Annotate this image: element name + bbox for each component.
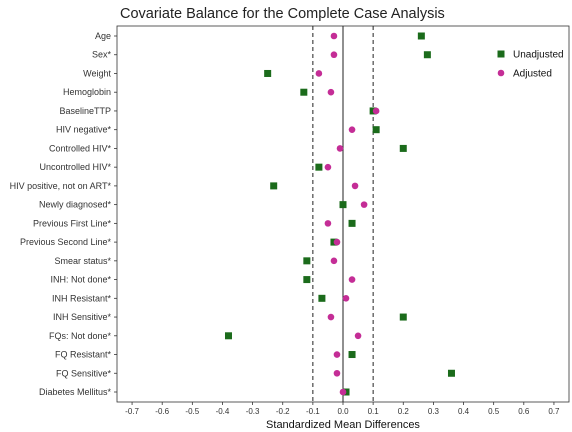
x-tick-label: -0.6 (155, 407, 169, 416)
legend: Unadjusted Adjusted (498, 50, 564, 80)
point-adjusted-fqs-not-done (355, 332, 362, 339)
y-label-sex: Sex* (92, 50, 112, 60)
y-label-hiv-negative: HIV negative* (56, 125, 112, 135)
point-adjusted-inh-sensitive (328, 314, 335, 321)
point-unadjusted-weight (264, 70, 271, 77)
x-tick-label: 0.7 (548, 407, 560, 416)
x-tick-label: -0.3 (246, 407, 260, 416)
y-label-newly-diagnosed: Newly diagnosed* (39, 200, 112, 210)
y-label-fq-sensitive: FQ Sensitive* (56, 368, 112, 378)
point-adjusted-fq-resistant (334, 351, 341, 358)
y-label-hemoglobin: Hemoglobin (63, 87, 111, 97)
point-adjusted-weight (316, 70, 323, 77)
x-axis-ticks: -0.7 -0.6 -0.5 -0.4 -0.3 -0.2 -0.1 0.0 0.1 0.2 0.3… (125, 402, 560, 416)
y-label-hiv-positive-not-on-art: HIV positive, not on ART* (10, 181, 112, 191)
point-adjusted-smear-status (331, 258, 338, 265)
x-tick-label: 0.2 (398, 407, 410, 416)
x-tick-label: -0.2 (276, 407, 290, 416)
legend-key-unadjusted (498, 51, 505, 58)
point-adjusted-newly-diagnosed (361, 201, 368, 208)
y-label-previous-first-line: Previous First Line* (33, 218, 112, 228)
y-label-diabetes-mellitus: Diabetes Mellitus* (39, 387, 112, 397)
point-unadjusted-fqs-not-done (225, 332, 232, 339)
y-label-uncontrolled-hiv: Uncontrolled HIV* (39, 162, 111, 172)
point-unadjusted-uncontrolled-hiv (315, 164, 322, 171)
point-unadjusted-controlled-hiv (400, 145, 407, 152)
legend-key-adjusted (498, 70, 505, 77)
point-unadjusted-previous-first-line (349, 220, 356, 227)
point-unadjusted-hemoglobin (300, 89, 307, 96)
y-label-fqs-not-done: FQs: Not done* (49, 331, 112, 341)
y-axis-labels: Age Sex* Weight Hemoglobin BaselineTTP HIV ne… (10, 31, 112, 397)
y-label-inh-sensitive: INH Sensitive* (53, 312, 112, 322)
x-axis-label: Standardized Mean Differences (266, 419, 420, 431)
x-tick-label: 0.3 (428, 407, 440, 416)
x-tick-label: 0.0 (337, 407, 349, 416)
point-adjusted-previous-second-line (334, 239, 341, 246)
x-tick-label: -0.5 (185, 407, 199, 416)
point-adjusted-diabetes-mellitus (340, 389, 347, 396)
y-label-controlled-hiv: Controlled HIV* (49, 143, 112, 153)
reference-lines (313, 26, 373, 402)
legend-label-adjusted: Adjusted (513, 69, 552, 80)
chart-title: Covariate Balance for the Complete Case … (120, 6, 445, 22)
point-adjusted-previous-first-line (325, 220, 332, 227)
point-unadjusted-newly-diagnosed (340, 201, 347, 208)
point-adjusted-controlled-hiv (337, 145, 344, 152)
y-label-fq-resistant: FQ Resistant* (55, 350, 112, 360)
x-tick-label: -0.4 (216, 407, 230, 416)
point-adjusted-inh-not-done (349, 276, 356, 283)
x-tick-label: 0.1 (368, 407, 380, 416)
point-unadjusted-inh-not-done (303, 276, 310, 283)
y-label-previous-second-line: Previous Second Line* (20, 237, 112, 247)
point-unadjusted-smear-status (303, 257, 310, 264)
point-unadjusted-fq-resistant (349, 351, 356, 358)
point-unadjusted-inh-resistant (318, 295, 325, 302)
data-points (225, 33, 455, 396)
y-label-inh-resistant: INH Resistant* (52, 293, 112, 303)
point-unadjusted-hiv-negative (373, 126, 380, 133)
point-adjusted-fq-sensitive (334, 370, 341, 377)
x-tick-label: -0.1 (306, 407, 320, 416)
x-tick-label: -0.7 (125, 407, 139, 416)
point-adjusted-baselinettp (373, 108, 380, 115)
y-label-inh-not-done: INH: Not done* (50, 275, 111, 285)
point-adjusted-hiv-negative (349, 126, 356, 133)
y-axis-ticks (114, 36, 117, 392)
point-unadjusted-sex (424, 51, 431, 58)
legend-label-unadjusted: Unadjusted (513, 50, 564, 61)
point-unadjusted-fq-sensitive (448, 370, 455, 377)
point-adjusted-uncontrolled-hiv (325, 164, 332, 171)
point-unadjusted-hiv-positive-not-on-art (270, 182, 277, 189)
y-label-smear-status: Smear status* (54, 256, 111, 266)
x-tick-label: 0.6 (518, 407, 530, 416)
point-adjusted-inh-resistant (343, 295, 350, 302)
point-unadjusted-age (418, 33, 425, 40)
point-unadjusted-inh-sensitive (400, 314, 407, 321)
point-adjusted-age (331, 33, 338, 40)
point-adjusted-hiv-positive-not-on-art (352, 183, 359, 190)
point-adjusted-sex (331, 51, 338, 58)
y-label-weight: Weight (83, 68, 111, 78)
x-tick-label: 0.4 (458, 407, 470, 416)
y-label-age: Age (95, 31, 111, 41)
x-tick-label: 0.5 (488, 407, 500, 416)
point-adjusted-hemoglobin (328, 89, 335, 96)
y-label-baselinettp: BaselineTTP (59, 106, 111, 116)
